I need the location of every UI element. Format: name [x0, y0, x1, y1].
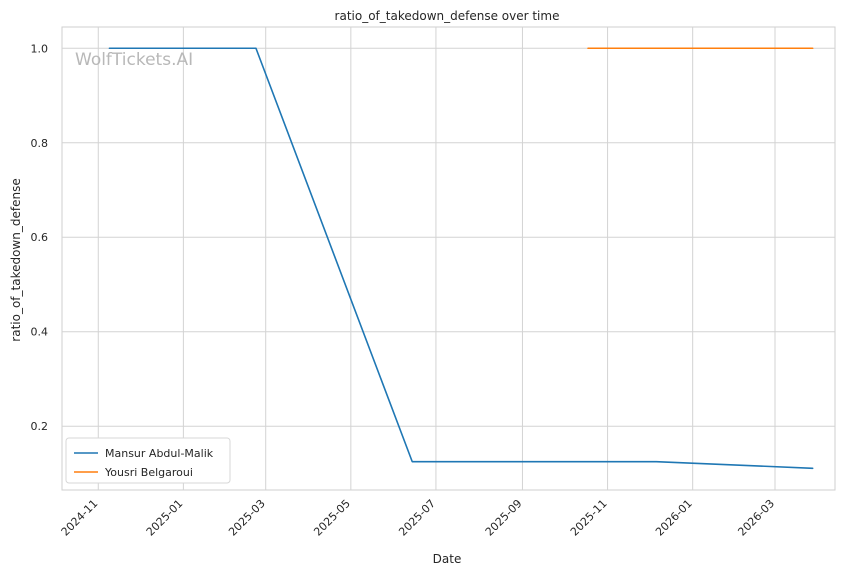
legend-label-mansur-abdul-malik: Mansur Abdul-Malik	[105, 447, 214, 460]
y-tick-label: 0.8	[31, 137, 49, 150]
y-tick-label: 0.4	[31, 326, 49, 339]
legend-box	[65, 437, 231, 484]
legend: Mansur Abdul-Malik Yousri Belgaroui	[65, 437, 231, 484]
watermark-text: WolfTickets.AI	[75, 50, 193, 70]
x-axis-title: Date	[433, 552, 462, 566]
series-line-mansur-abdul-malik	[108, 47, 814, 470]
y-tick-label: 0.6	[31, 231, 49, 244]
plot-frame	[61, 26, 836, 491]
legend-label-yousri-belgaroui: Yousri Belgaroui	[104, 466, 193, 479]
series-layer	[108, 47, 814, 470]
chart-title: ratio_of_takedown_defense over time	[335, 9, 560, 23]
grid-layer	[62, 27, 835, 490]
plot-area: WolfTickets.AI Mansur Abdul-Malik Yousri…	[61, 26, 836, 491]
y-tick-label: 1.0	[31, 42, 49, 55]
y-axis-title: ratio_of_takedown_defense	[9, 178, 23, 341]
y-tick-label: 0.2	[31, 420, 49, 433]
y-axis-labels: 0.2 0.4 0.6 0.8 1.0	[31, 42, 49, 433]
